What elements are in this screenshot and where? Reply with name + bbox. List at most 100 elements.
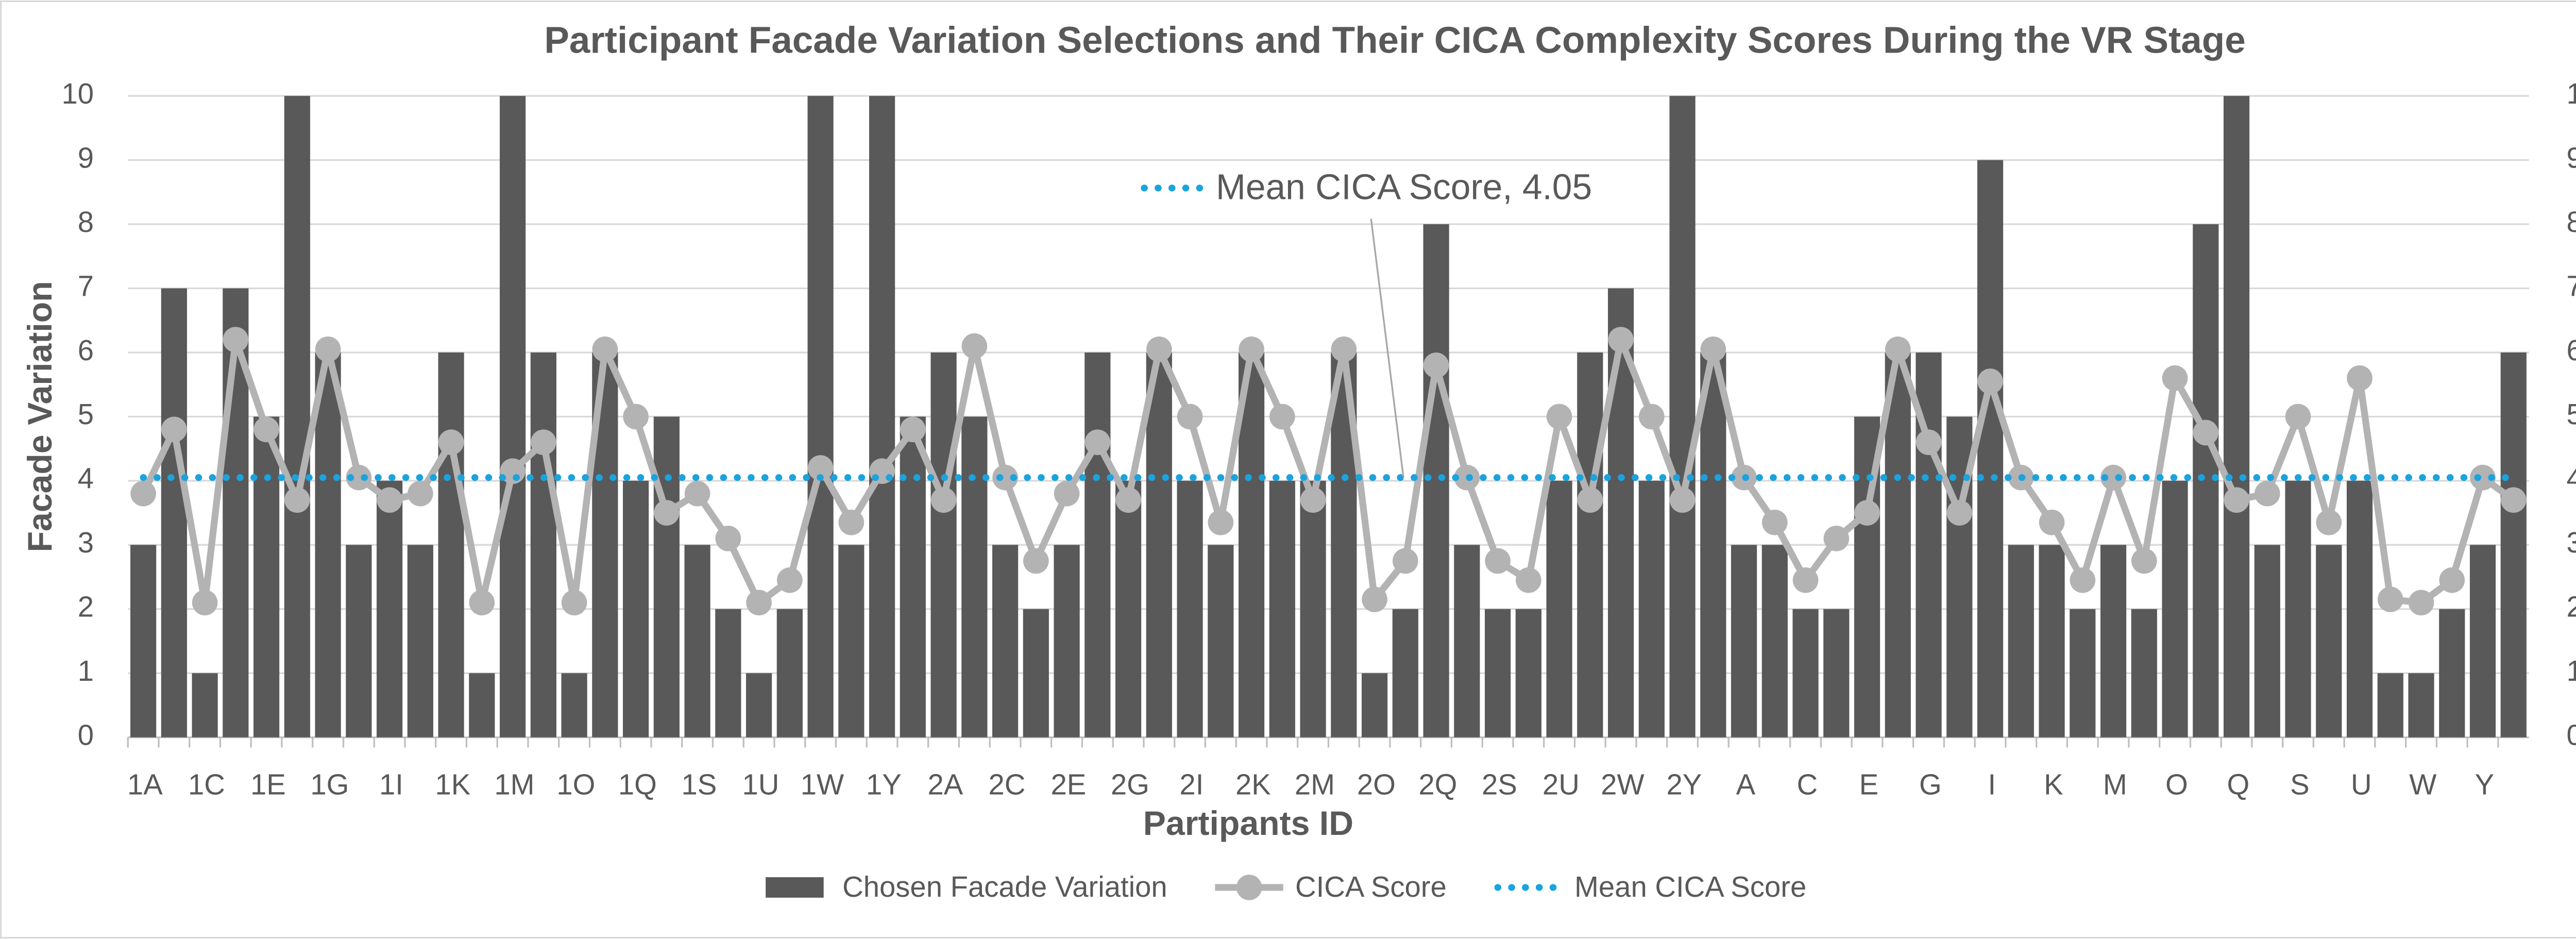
point <box>777 567 803 593</box>
bar <box>2500 352 2527 737</box>
point <box>253 416 279 443</box>
point <box>2285 404 2311 430</box>
x-tick-label: 2I <box>1179 768 1204 801</box>
bar <box>377 480 403 737</box>
point <box>2100 464 2126 491</box>
chart-title: Participant Facade Variation Selections … <box>544 20 2245 61</box>
bar <box>869 96 895 737</box>
point <box>1638 404 1665 430</box>
x-tick-label: 2A <box>927 768 963 801</box>
bar <box>2100 545 2127 737</box>
bar <box>715 609 741 737</box>
x-tick-label: 1K <box>435 768 471 801</box>
bar <box>284 96 310 737</box>
point <box>223 327 249 353</box>
x-tick-label: 1I <box>379 768 403 801</box>
y2-tick-label: 1 <box>2566 655 2576 687</box>
point <box>1485 548 1511 574</box>
point <box>1239 336 1264 362</box>
legend-label: CICA Score <box>1295 870 1447 903</box>
y-tick-label: 4 <box>78 462 94 495</box>
y-tick-label: 6 <box>78 334 94 366</box>
bar <box>684 545 710 737</box>
y2-tick-label: 10 <box>2566 77 2576 110</box>
point <box>315 336 341 362</box>
bar <box>1577 352 1603 737</box>
bar <box>407 545 433 737</box>
bar <box>2008 545 2034 737</box>
x-tick-label: 2S <box>1482 768 1517 801</box>
bar <box>1761 545 1788 737</box>
x-tick-label: W <box>2409 768 2436 801</box>
x-tick-label: S <box>2290 768 2310 801</box>
bar <box>1208 545 1234 737</box>
bar <box>838 545 865 737</box>
point <box>1977 368 2003 394</box>
point <box>1300 487 1326 513</box>
bar <box>776 609 803 737</box>
point <box>1608 327 1634 353</box>
bar <box>2439 609 2465 737</box>
bar <box>653 416 680 737</box>
bar <box>746 673 772 737</box>
y2-tick-label: 8 <box>2566 206 2576 238</box>
x-tick-label: 1G <box>310 768 349 801</box>
bar <box>807 96 834 737</box>
point <box>2070 567 2096 593</box>
point <box>1823 526 1850 551</box>
bar <box>1084 352 1111 737</box>
point <box>1700 336 1726 362</box>
bar <box>1177 480 1203 737</box>
y-tick-label: 1 <box>78 655 94 687</box>
x-tick-label: 2W <box>1601 768 1644 801</box>
x-tick-label: A <box>1736 768 1756 801</box>
y-tick-label: 7 <box>78 270 94 302</box>
bar <box>930 352 957 737</box>
bar <box>2223 96 2250 737</box>
x-tick-label: 1O <box>556 768 595 801</box>
y-tick-label: 3 <box>78 526 94 559</box>
bar <box>2469 545 2496 737</box>
y2-tick-label: 6 <box>2566 334 2576 366</box>
point <box>2039 509 2065 535</box>
bar <box>253 416 280 737</box>
x-tick-label: 2E <box>1050 768 1086 801</box>
bar <box>438 352 464 737</box>
point <box>2224 487 2249 513</box>
bar <box>1361 673 1388 737</box>
bar <box>1669 96 1696 737</box>
point <box>1023 548 1049 574</box>
x-tick-label: U <box>2351 768 2372 801</box>
y2-tick-label: 7 <box>2566 270 2576 302</box>
x-tick-label: 1C <box>188 768 225 801</box>
bar <box>2162 480 2188 737</box>
bar <box>900 416 926 737</box>
x-tick-label: 2U <box>1543 768 1580 801</box>
point <box>561 590 587 616</box>
bar <box>469 673 495 737</box>
bar <box>1792 609 1819 737</box>
annotation-leader <box>1370 219 1404 478</box>
y2-tick-label: 5 <box>2566 398 2576 430</box>
x-tick-label: 2C <box>988 768 1025 801</box>
point <box>1423 353 1449 378</box>
point <box>900 416 926 443</box>
x-tick-label: 1M <box>494 768 534 801</box>
point <box>1546 404 1572 430</box>
y-tick-label: 8 <box>78 206 94 238</box>
point <box>1916 429 1942 455</box>
point <box>1792 567 1819 593</box>
point <box>1946 500 1973 526</box>
bar <box>130 545 157 737</box>
y-axis-title: Facade Variation <box>21 281 59 552</box>
point <box>2162 365 2188 391</box>
x-tick-label: M <box>2103 768 2127 801</box>
bar <box>1546 480 1572 737</box>
bar <box>1700 352 1726 737</box>
point <box>2316 509 2342 535</box>
x-tick-label: 2O <box>1357 768 1396 801</box>
point <box>961 333 988 359</box>
bar <box>2408 673 2434 737</box>
point <box>1177 404 1203 430</box>
